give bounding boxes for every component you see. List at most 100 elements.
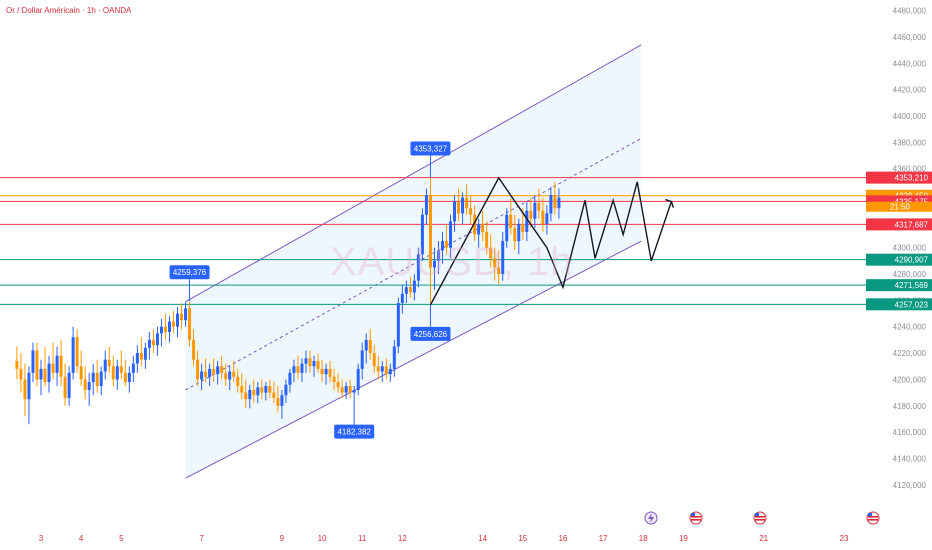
channel-mid-line[interactable] [185,137,642,391]
x-tick-label: 3 [39,534,44,543]
callout-badge [334,424,375,439]
candle-body [428,195,432,268]
candle-body [151,339,155,346]
us-flag-stripe-icon [868,516,878,518]
candle-body [436,250,440,261]
candle-body [167,321,171,333]
candle-body [192,339,196,360]
candle-body [63,376,67,398]
candle-body [408,287,412,293]
price-badge[interactable] [866,171,932,184]
candle-body [67,372,71,398]
price-badge[interactable] [866,298,932,311]
candle-body [264,386,268,393]
candle-body [252,389,256,396]
candle-body [304,358,308,364]
candle-body [505,214,509,242]
y-tick-label: 4460,000 [893,33,927,42]
channel-upper-line[interactable] [185,44,642,303]
candle-body [392,346,396,369]
candle-body [260,387,264,393]
price-badge[interactable] [866,253,932,266]
candle-body [300,363,304,373]
candle-body [107,359,111,367]
callout-badge [410,141,451,156]
candle-body [324,368,328,375]
candle-body [35,350,39,380]
candle-body [244,392,248,400]
candle-body [368,339,372,354]
x-axis[interactable]: 3 4 5 7 9 10 11 12 14 15 16 17 18 19 21 23 [39,534,849,543]
y-tick-label: 4220,000 [893,349,927,358]
x-tick-label: 19 [679,534,688,543]
candle-body [180,313,184,321]
candle-body [280,395,284,406]
price-callouts: 4259,376 4353,327 4256,626 4182,382 [169,141,451,439]
candle-body [445,241,449,248]
candle-body [228,371,232,380]
y-tick-label: 4300,000 [893,244,927,253]
candle-body [147,339,151,348]
candle-body [308,358,312,367]
candle-body [336,382,340,388]
y-tick-label: 4420,000 [893,86,927,95]
x-tick-label: 21 [759,534,768,543]
candle-body [396,303,400,347]
x-tick-label: 10 [318,534,327,543]
y-tick-label: 4480,000 [893,7,927,16]
price-badge-label: 4317,687 [895,220,929,229]
candle-body [19,368,23,380]
candle-body [380,366,384,372]
candle-body [176,313,180,327]
price-badge[interactable] [866,279,932,292]
candle-body [332,376,336,383]
candle-body [529,210,533,219]
candle-body [163,326,167,333]
candle-body [103,359,107,372]
candle-body [461,197,465,214]
y-tick-label: 4140,000 [893,454,927,463]
x-tick-label: 12 [398,534,407,543]
projection-polyline[interactable] [429,176,673,306]
candle-body [200,371,204,380]
x-tick-label: 18 [639,534,648,543]
x-tick-label: 23 [840,534,849,543]
candle-body [236,376,240,387]
candle-body [23,379,27,400]
candle-body [340,387,344,393]
x-tick-label: 5 [119,534,124,543]
x-tick-label: 11 [358,534,367,543]
candle-body [284,384,288,396]
candle-body [316,360,320,369]
candle-body [71,337,75,373]
candle-body [320,368,324,375]
x-tick-label: 17 [599,534,608,543]
parallel-channel[interactable] [185,44,642,479]
candle-body [344,386,348,393]
candle-body [91,372,95,383]
x-tick-label: 9 [280,534,285,543]
y-tick-label: 4160,000 [893,428,927,437]
candle-body [424,195,428,215]
y-tick-label: 4180,000 [893,402,927,411]
candle-body [549,195,553,214]
horizontal-price-lines[interactable] [0,177,866,305]
candle-body [352,389,356,393]
candle-body [131,363,135,373]
candle-body [51,363,55,373]
candle-body [485,231,489,248]
price-badge-label: 4271,569 [895,281,929,290]
us-flag-canton-icon [691,513,695,516]
projection-path[interactable] [429,176,675,306]
candle-body [248,389,252,400]
price-badge[interactable] [866,218,932,231]
candle-body [99,371,103,387]
y-axis[interactable]: 4480,000 4460,000 4440,000 4420,000 4400,000… [866,7,932,490]
candle-body [525,210,529,232]
candle-body [513,227,517,242]
candle-body [208,368,212,377]
event-markers[interactable] [644,511,880,525]
candle-body [39,368,43,380]
candle-body [477,223,481,235]
